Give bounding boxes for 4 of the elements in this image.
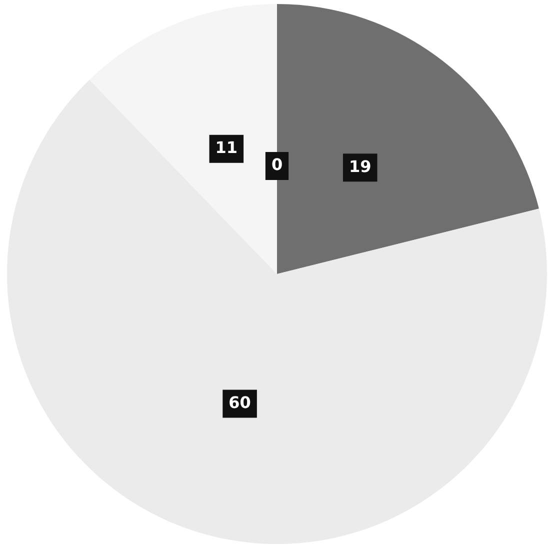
data-label: 60	[228, 392, 251, 412]
data-label: 11	[215, 138, 238, 157]
data-label: 19	[348, 156, 372, 176]
text: 0	[271, 155, 283, 174]
